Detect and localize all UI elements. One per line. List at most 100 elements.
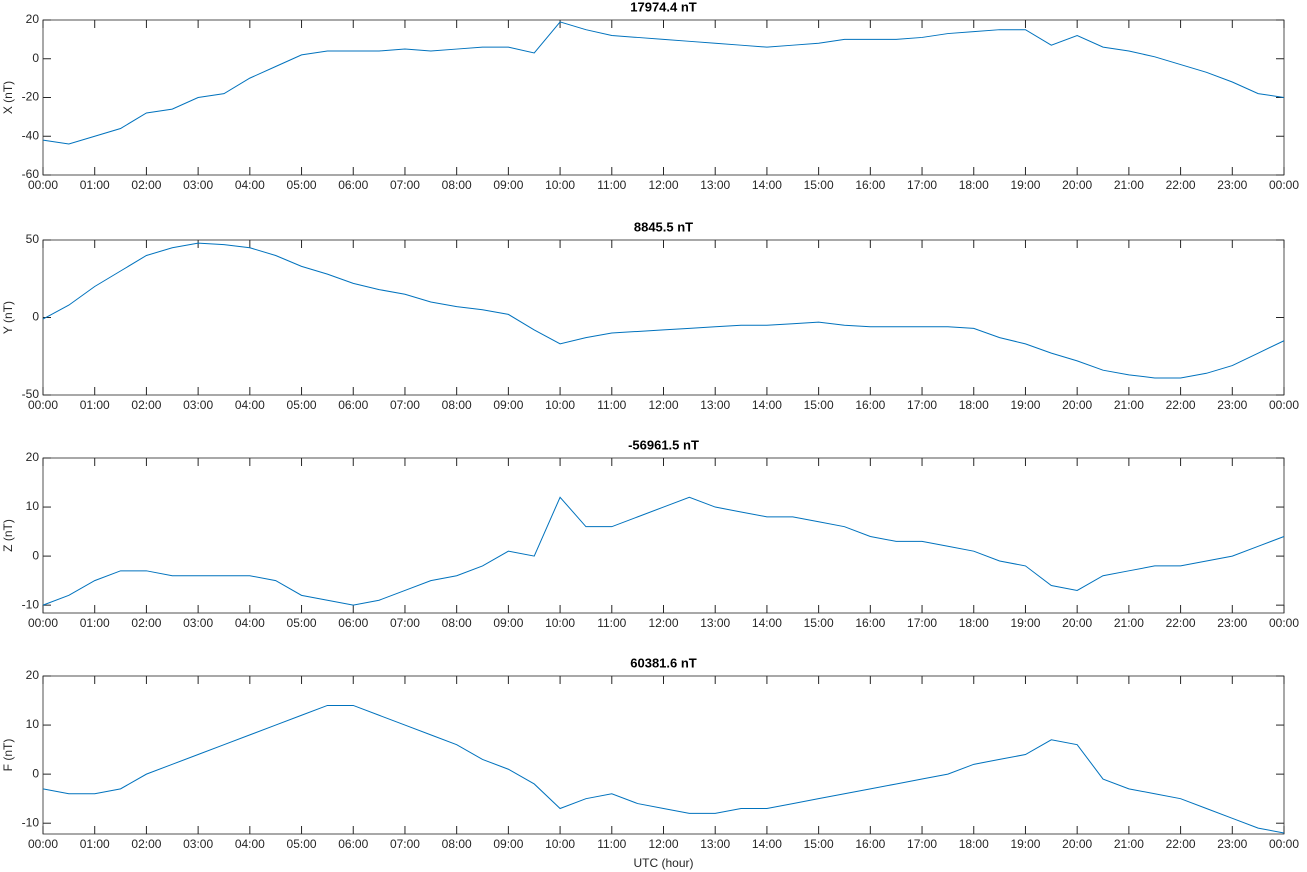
x-tick-label: 19:00 [1010, 616, 1040, 630]
x-tick-label: 13:00 [700, 616, 730, 630]
x-tick-label: 22:00 [1166, 616, 1196, 630]
x-tick-label: 16:00 [855, 616, 885, 630]
x-tick-label: 09:00 [493, 837, 523, 851]
y-tick-label: -60 [22, 167, 40, 181]
x-tick-label: 05:00 [287, 837, 317, 851]
x-tick-label: 08:00 [442, 616, 472, 630]
x-tick-label: 04:00 [235, 837, 265, 851]
x-tick-label: 14:00 [752, 837, 782, 851]
y-axis-label: F (nT) [1, 739, 15, 772]
x-tick-label: 02:00 [131, 616, 161, 630]
x-tick-label: 12:00 [648, 398, 678, 412]
x-tick-label: 03:00 [183, 616, 213, 630]
x-tick-label: 07:00 [390, 616, 420, 630]
x-tick-label: 18:00 [959, 837, 989, 851]
x-tick-label: 13:00 [700, 398, 730, 412]
x-tick-label: 08:00 [442, 178, 472, 192]
x-tick-label: 15:00 [804, 616, 834, 630]
x-tick-label: 22:00 [1166, 178, 1196, 192]
x-tick-label: 18:00 [959, 178, 989, 192]
x-tick-label: 00:00 [28, 616, 58, 630]
y-tick-label: -10 [22, 815, 40, 829]
x-tick-label: 21:00 [1114, 178, 1144, 192]
y-tick-label: 50 [26, 232, 40, 246]
x-tick-label: 16:00 [855, 178, 885, 192]
x-tick-label: 23:00 [1217, 178, 1247, 192]
x-tick-label: 23:00 [1217, 837, 1247, 851]
x-tick-label: 13:00 [700, 837, 730, 851]
x-tick-label: 00:00 [28, 398, 58, 412]
y-tick-label: -50 [22, 387, 40, 401]
y-tick-label: 20 [26, 668, 40, 682]
x-tick-label: 11:00 [597, 398, 626, 412]
y-axis-label: Z (nT) [1, 519, 15, 552]
x-tick-label: 20:00 [1062, 837, 1092, 851]
plot-frame [42, 675, 1285, 835]
plot-frame [42, 19, 1285, 176]
data-line [42, 242, 1285, 379]
x-tick-label: 17:00 [907, 837, 937, 851]
x-tick-label: 16:00 [855, 837, 885, 851]
y-tick-label: 20 [26, 12, 40, 26]
x-tick-label: 04:00 [235, 178, 265, 192]
plot-frame [42, 239, 1285, 396]
x-tick-label: 00:00 [28, 837, 58, 851]
x-tick-label: 11:00 [597, 837, 626, 851]
x-tick-label: 08:00 [442, 837, 472, 851]
x-tick-label: 23:00 [1217, 616, 1247, 630]
x-tick-label: 10:00 [545, 398, 575, 412]
x-tick-label: 02:00 [131, 178, 161, 192]
y-axis-label: X (nT) [1, 81, 15, 114]
x-tick-label: 03:00 [183, 398, 213, 412]
x-tick-label: 17:00 [907, 178, 937, 192]
x-tick-label: 02:00 [131, 837, 161, 851]
data-line [42, 21, 1285, 145]
x-tick-label: 22:00 [1166, 398, 1196, 412]
x-tick-label: 10:00 [545, 837, 575, 851]
x-tick-label: 09:00 [493, 616, 523, 630]
data-line [42, 496, 1285, 606]
x-tick-label: 10:00 [545, 178, 575, 192]
y-axis-label: Y (nT) [1, 301, 15, 334]
chart-title: 8845.5 nT [634, 219, 693, 234]
y-tick-label: 10 [26, 717, 40, 731]
x-tick-label: 00:00 [1269, 398, 1299, 412]
x-tick-label: 14:00 [752, 178, 782, 192]
x-tick-label: 21:00 [1114, 616, 1144, 630]
x-tick-label: 07:00 [390, 837, 420, 851]
y-tick-label: 0 [32, 766, 39, 780]
x-tick-label: 21:00 [1114, 398, 1144, 412]
x-tick-label: 00:00 [1269, 837, 1299, 851]
x-tick-label: 19:00 [1010, 398, 1040, 412]
x-tick-label: 05:00 [287, 398, 317, 412]
x-tick-label: 11:00 [597, 616, 626, 630]
x-tick-label: 14:00 [752, 616, 782, 630]
x-axis-label: UTC (hour) [633, 856, 693, 870]
x-tick-label: 22:00 [1166, 837, 1196, 851]
x-tick-label: 04:00 [235, 398, 265, 412]
x-tick-label: 20:00 [1062, 178, 1092, 192]
x-tick-label: 14:00 [752, 398, 782, 412]
x-tick-label: 06:00 [338, 178, 368, 192]
x-tick-label: 03:00 [183, 178, 213, 192]
x-tick-label: 00:00 [28, 178, 58, 192]
x-tick-label: 06:00 [338, 837, 368, 851]
x-tick-label: 01:00 [80, 178, 110, 192]
x-tick-label: 17:00 [907, 398, 937, 412]
x-tick-label: 10:00 [545, 616, 575, 630]
x-tick-label: 06:00 [338, 398, 368, 412]
x-tick-label: 00:00 [1269, 178, 1299, 192]
y-tick-label: -40 [22, 128, 40, 142]
x-tick-label: 15:00 [804, 178, 834, 192]
chart-title: -56961.5 nT [628, 437, 699, 452]
x-tick-label: 09:00 [493, 178, 523, 192]
x-tick-label: 08:00 [442, 398, 472, 412]
x-tick-label: 01:00 [80, 398, 110, 412]
x-tick-label: 13:00 [700, 178, 730, 192]
x-tick-label: 20:00 [1062, 398, 1092, 412]
x-tick-label: 05:00 [287, 616, 317, 630]
x-tick-label: 19:00 [1010, 178, 1040, 192]
x-tick-label: 21:00 [1114, 837, 1144, 851]
x-tick-label: 15:00 [804, 398, 834, 412]
y-tick-label: -10 [22, 597, 40, 611]
